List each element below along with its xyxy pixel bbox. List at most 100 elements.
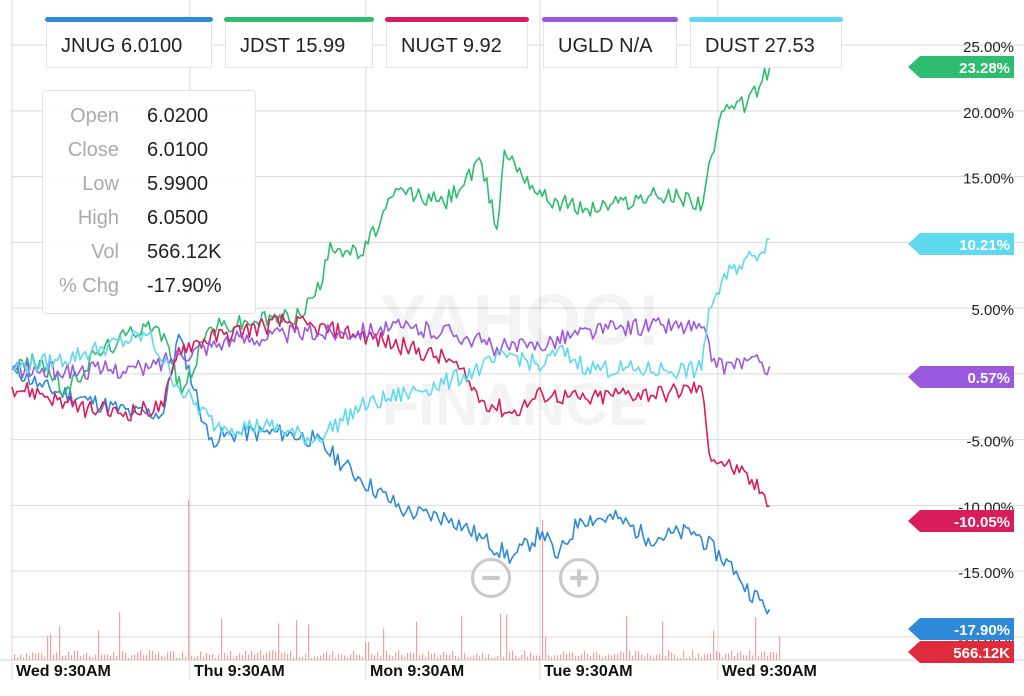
volume-bar <box>176 657 178 660</box>
volume-bar <box>56 652 58 660</box>
value-tag-label: 566.12K <box>953 645 1010 662</box>
ohlc-value: 6.0200 <box>147 105 209 127</box>
volume-bar <box>659 653 661 660</box>
volume-bar <box>119 612 121 660</box>
volume-bar <box>110 655 112 660</box>
volume-bar <box>656 654 658 660</box>
minus-circle-icon <box>482 576 500 580</box>
volume-bar <box>371 653 373 660</box>
volume-bar <box>620 651 622 660</box>
volume-bar <box>608 654 610 660</box>
volume-bar <box>230 650 232 660</box>
volume-bar <box>563 651 565 660</box>
volume-bar <box>692 650 694 660</box>
volume-bar <box>755 617 757 660</box>
legend-value: 27.53 <box>764 35 815 57</box>
zoom-in-button[interactable] <box>559 558 599 598</box>
volume-bar <box>539 655 541 660</box>
ohlc-row-open: Open 6.0200 <box>43 101 257 131</box>
volume-bar <box>425 657 427 660</box>
value-tag-volume: 566.12K <box>908 641 1014 663</box>
volume-bar <box>722 656 724 660</box>
volume-bar <box>533 656 535 660</box>
volume-bar <box>95 654 97 660</box>
legend-symbol: UGLD <box>558 35 614 57</box>
volume-bar <box>266 652 268 660</box>
volume-bar <box>41 653 43 660</box>
value-tag-label: 23.28% <box>959 60 1010 77</box>
volume-bar <box>575 655 577 660</box>
volume-bar <box>368 642 370 660</box>
legend-item-ugld[interactable]: UGLD N/A <box>542 17 678 68</box>
volume-bar <box>86 652 88 660</box>
volume-bar <box>326 651 328 660</box>
volume-bar <box>71 655 73 660</box>
legend-color-bar <box>224 17 374 22</box>
volume-bar <box>578 655 580 660</box>
volume-bar <box>437 657 439 660</box>
volume-bar <box>329 655 331 660</box>
volume-bar <box>758 656 760 660</box>
volume-bar <box>161 655 163 660</box>
volume-bar <box>296 620 298 660</box>
value-tag-label: -10.05% <box>954 514 1010 531</box>
volume-bar <box>74 650 76 660</box>
volume-bar <box>596 652 598 660</box>
volume-bar <box>260 650 262 660</box>
volume-bar <box>590 656 592 660</box>
volume-bar <box>29 655 31 660</box>
value-tag-dust: 10.21% <box>908 233 1014 255</box>
legend-symbol: JNUG <box>61 35 116 57</box>
volume-bar <box>218 654 220 660</box>
legend-item-jdst[interactable]: JDST 15.99 <box>224 17 374 68</box>
value-tag-label: -17.90% <box>954 622 1010 639</box>
volume-bar <box>419 655 421 660</box>
volume-bar <box>614 654 616 660</box>
value-tags: -17.90% 23.28% -10.05% 0.57% 10.21% 566.12K <box>908 56 1014 663</box>
series-line-jnug[interactable] <box>11 333 771 615</box>
zoom-out-button[interactable] <box>471 558 511 598</box>
watermark-line-1: YAHOO! <box>379 281 660 361</box>
volume-bar <box>59 626 61 660</box>
volume-bar <box>191 655 193 660</box>
volume-bar <box>581 654 583 660</box>
volume-bar <box>698 653 700 660</box>
volume-bar <box>122 651 124 660</box>
ohlc-row-vol: Vol 566.12K <box>43 237 257 267</box>
volume-bar <box>665 656 667 660</box>
volume-bar <box>446 654 448 660</box>
volume-bar <box>167 652 169 660</box>
volume-bar <box>557 655 559 660</box>
volume-bar <box>401 655 403 660</box>
volume-bar <box>62 656 64 660</box>
x-tick-label: Mon 9:30AM <box>370 663 464 680</box>
volume-bar <box>779 636 781 660</box>
volume-bar <box>632 655 634 660</box>
volume-bar <box>65 655 67 660</box>
legend-item-dust[interactable]: DUST 27.53 <box>689 17 843 68</box>
volume-bar <box>776 653 778 660</box>
value-tag-label: 0.57% <box>967 370 1010 387</box>
volume-bar <box>515 655 517 660</box>
volume-bar <box>731 650 733 660</box>
volume-bar <box>20 654 22 660</box>
volume-bar <box>719 652 721 660</box>
volume-bar <box>263 654 265 660</box>
volume-bars <box>14 500 781 660</box>
volume-bar <box>542 520 544 660</box>
series-line-nugt[interactable] <box>11 313 770 508</box>
volume-bar <box>68 651 70 660</box>
legend-item-nugt[interactable]: NUGT 9.92 <box>385 17 529 68</box>
volume-bar <box>182 651 184 660</box>
volume-bar <box>410 652 412 660</box>
volume-bar <box>257 652 259 660</box>
volume-bar <box>245 650 247 660</box>
volume-bar <box>155 654 157 660</box>
volume-bar <box>194 657 196 660</box>
legend-color-bar <box>385 17 529 22</box>
legend-item-jnug[interactable]: JNUG 6.0100 <box>45 17 213 68</box>
series-line-ugld[interactable] <box>11 317 771 381</box>
series-line-dust[interactable] <box>11 238 770 446</box>
volume-bar <box>98 630 100 660</box>
